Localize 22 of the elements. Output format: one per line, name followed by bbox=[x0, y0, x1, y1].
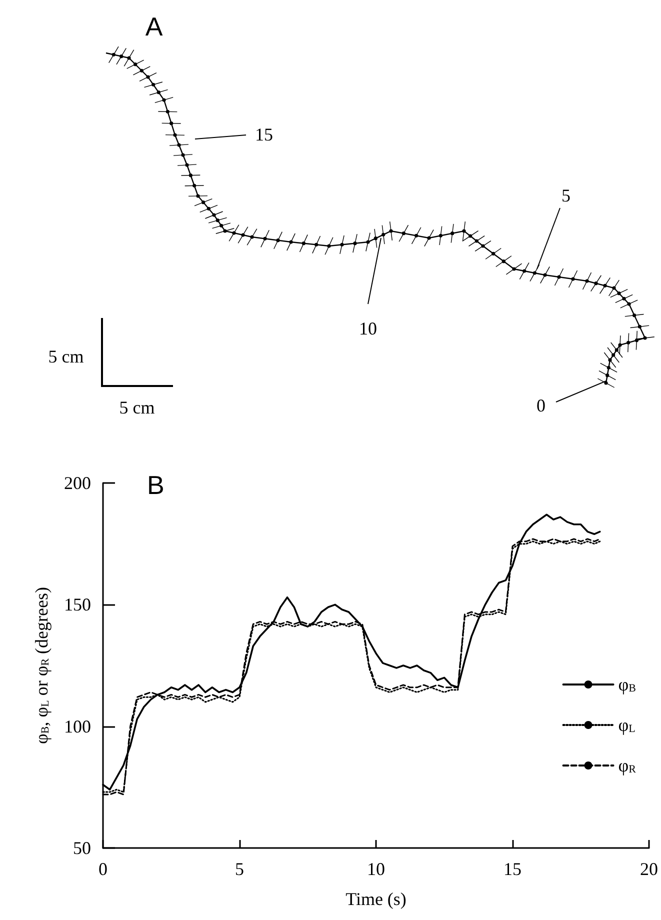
legend-label: φL bbox=[618, 715, 636, 735]
text: 5 cm bbox=[48, 346, 84, 368]
text: 5 cm bbox=[119, 398, 155, 418]
text: 10 bbox=[359, 318, 377, 340]
chart-title: B bbox=[147, 470, 164, 500]
text: 0 bbox=[536, 396, 546, 416]
legend-label: φR bbox=[618, 756, 637, 776]
x-tick-label: 15 bbox=[504, 859, 522, 879]
text: 15 bbox=[255, 124, 273, 146]
x-axis-title: Time (s) bbox=[346, 889, 406, 909]
legend-label: φB bbox=[618, 674, 636, 694]
x-tick-label: 0 bbox=[98, 859, 108, 879]
x-tick-label: 10 bbox=[367, 859, 385, 879]
y-tick-label: 100 bbox=[64, 716, 91, 736]
text: A bbox=[145, 12, 163, 42]
x-tick-label: 5 bbox=[235, 859, 244, 879]
y-tick-label: 50 bbox=[73, 838, 91, 858]
y-tick-label: 150 bbox=[64, 594, 91, 615]
text: 5 bbox=[562, 186, 570, 206]
y-tick-label: 200 bbox=[64, 473, 91, 493]
y-axis-title: φB, φL or φR (degrees) bbox=[32, 586, 52, 744]
x-tick-label: 20 bbox=[640, 859, 658, 879]
